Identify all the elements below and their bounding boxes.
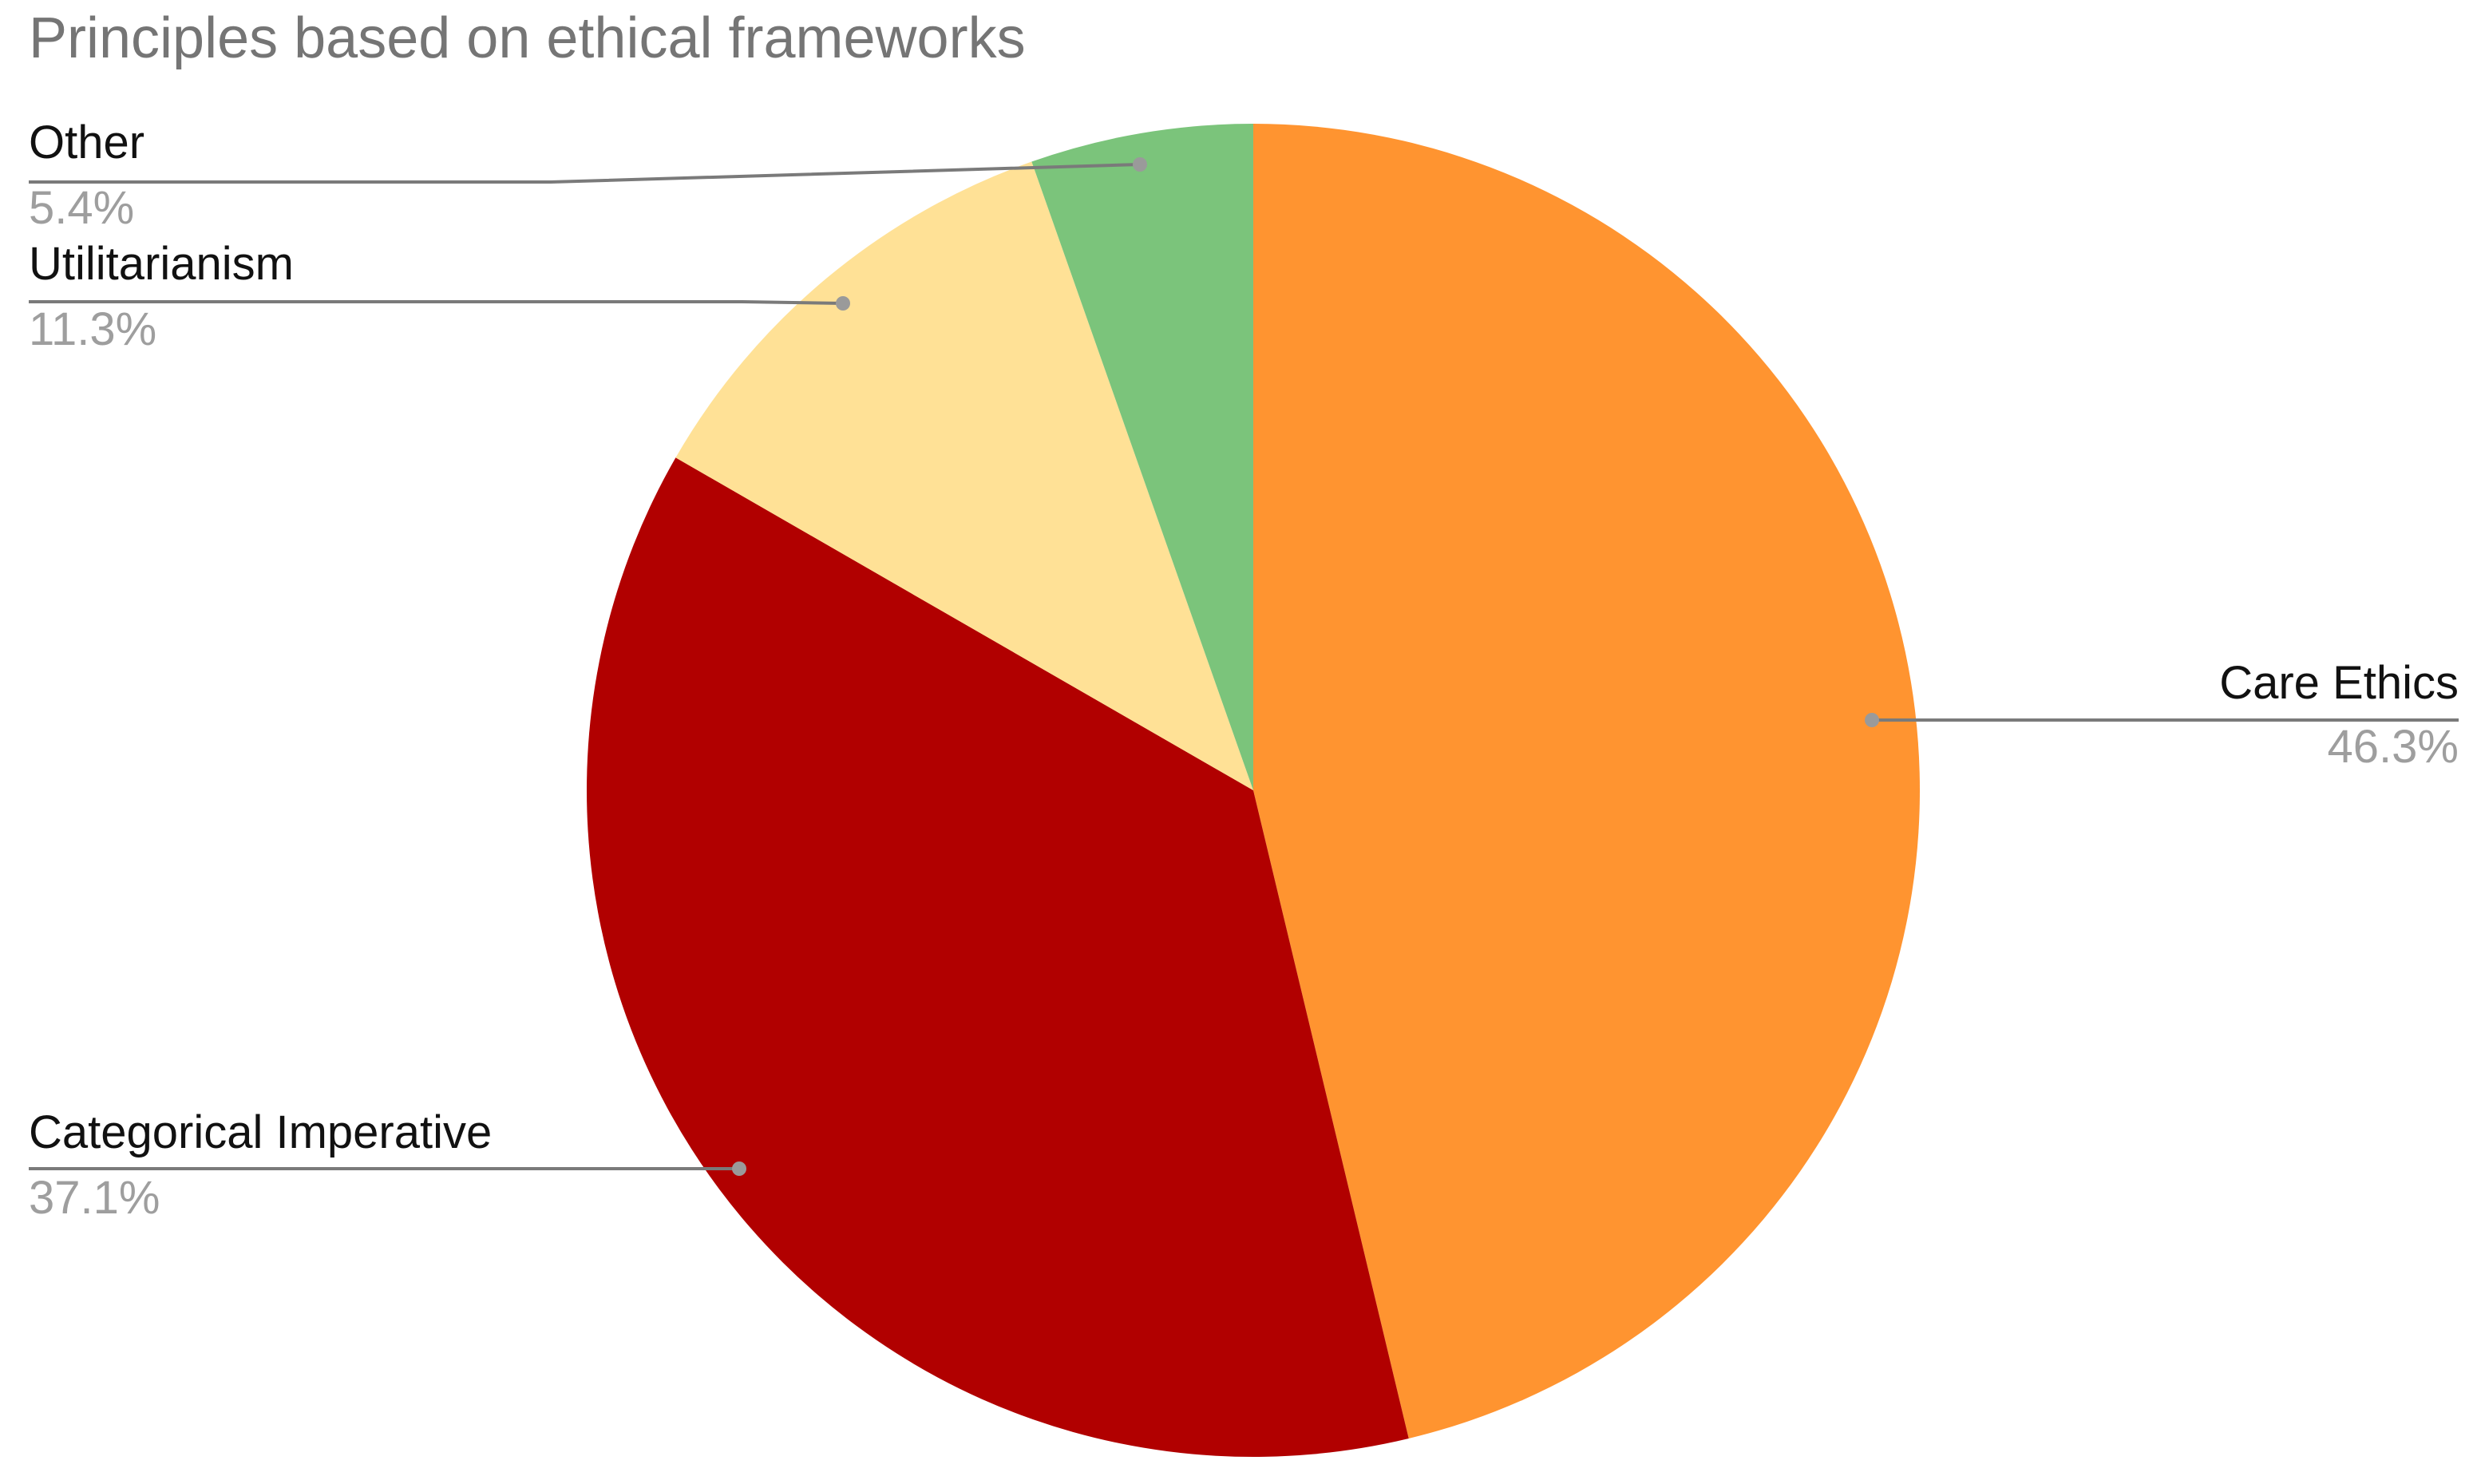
leader-line-2: [29, 300, 844, 305]
slice-percent-1: 37.1%: [29, 1172, 160, 1224]
pie-slices: [587, 124, 1921, 1458]
leader-dot-1: [732, 1161, 746, 1176]
chart-title: Principles based on ethical frameworks: [29, 6, 1026, 70]
pie-slice-categorical-imperative: [587, 457, 1409, 1458]
leader-dot-0: [1865, 713, 1879, 727]
pie-slice-care-ethics: [1253, 124, 1921, 1438]
slice-percent-3: 5.4%: [29, 182, 134, 234]
slice-label-0: Care Ethics: [2219, 657, 2459, 709]
leader-dot-3: [1133, 157, 1147, 172]
slice-label-1: Categorical Imperative: [29, 1106, 492, 1158]
leader-line-3: [29, 163, 1141, 184]
leader-dot-2: [836, 296, 850, 311]
pie-labels: Care Ethics 46.3% Categorical Imperative 37…: [29, 117, 2459, 1224]
slice-percent-0: 46.3%: [2328, 721, 2459, 773]
pie-slice-other: [1031, 124, 1253, 790]
slice-label-3: Other: [29, 117, 144, 168]
pie-slice-utilitarianism: [675, 161, 1253, 790]
slice-percent-2: 11.3%: [29, 303, 156, 355]
slice-label-2: Utilitarianism: [29, 238, 294, 290]
